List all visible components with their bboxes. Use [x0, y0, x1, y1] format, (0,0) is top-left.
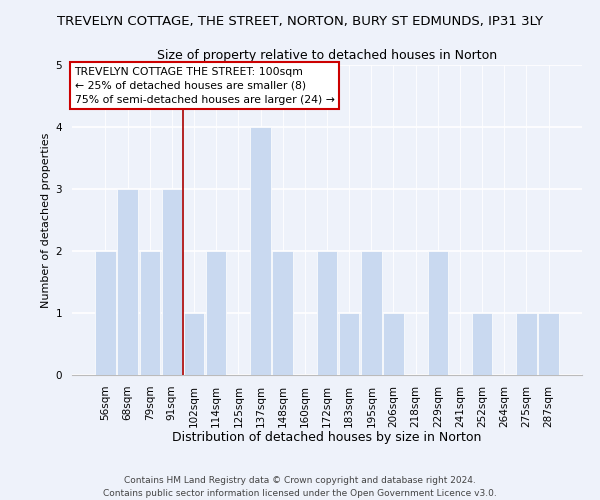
Bar: [250, 127, 271, 375]
Bar: [383, 313, 404, 375]
Bar: [317, 251, 337, 375]
Bar: [516, 313, 536, 375]
Bar: [161, 189, 182, 375]
Bar: [538, 313, 559, 375]
Bar: [428, 251, 448, 375]
Bar: [95, 251, 116, 375]
Bar: [272, 251, 293, 375]
Y-axis label: Number of detached properties: Number of detached properties: [41, 132, 52, 308]
Bar: [140, 251, 160, 375]
Bar: [472, 313, 493, 375]
Bar: [184, 313, 204, 375]
Bar: [118, 189, 138, 375]
Bar: [206, 251, 226, 375]
Text: Contains HM Land Registry data © Crown copyright and database right 2024.
Contai: Contains HM Land Registry data © Crown c…: [103, 476, 497, 498]
Bar: [339, 313, 359, 375]
Title: Size of property relative to detached houses in Norton: Size of property relative to detached ho…: [157, 50, 497, 62]
X-axis label: Distribution of detached houses by size in Norton: Distribution of detached houses by size …: [172, 431, 482, 444]
Text: TREVELYN COTTAGE, THE STREET, NORTON, BURY ST EDMUNDS, IP31 3LY: TREVELYN COTTAGE, THE STREET, NORTON, BU…: [57, 15, 543, 28]
Text: TREVELYN COTTAGE THE STREET: 100sqm
← 25% of detached houses are smaller (8)
75%: TREVELYN COTTAGE THE STREET: 100sqm ← 25…: [74, 66, 334, 104]
Bar: [361, 251, 382, 375]
